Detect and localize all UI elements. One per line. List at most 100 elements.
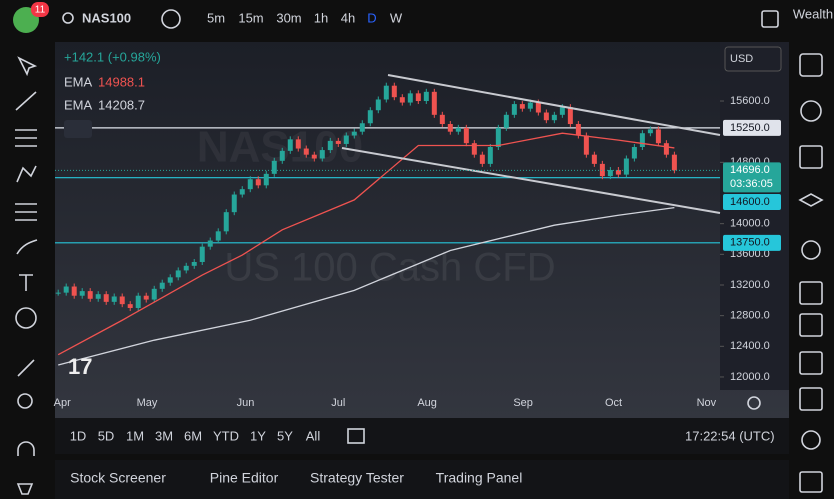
candle bbox=[303, 148, 309, 155]
candle bbox=[463, 127, 469, 144]
interval[interactable]: 4h bbox=[341, 10, 355, 25]
interval[interactable]: 15m bbox=[238, 10, 263, 25]
candle bbox=[359, 123, 365, 132]
range-button[interactable]: 3M bbox=[155, 428, 173, 443]
tv-logo: 17 bbox=[68, 354, 92, 379]
y-tick-label: 13600.0 bbox=[730, 248, 770, 260]
candle bbox=[167, 277, 173, 283]
candle bbox=[279, 150, 285, 161]
level-tag bbox=[723, 194, 781, 210]
candle bbox=[519, 104, 525, 109]
candle bbox=[207, 240, 213, 247]
interval[interactable]: 30m bbox=[276, 10, 301, 25]
candle bbox=[527, 102, 533, 109]
candle bbox=[127, 304, 133, 308]
trend-line[interactable] bbox=[387, 74, 721, 136]
interval[interactable]: W bbox=[390, 10, 403, 25]
candle bbox=[119, 296, 125, 305]
level-label: 15250.0 bbox=[730, 122, 770, 134]
panel-tab[interactable]: Strategy Tester bbox=[310, 470, 404, 486]
interval[interactable]: 1h bbox=[314, 10, 328, 25]
panel-tab[interactable]: Stock Screener bbox=[70, 470, 166, 486]
level-tag bbox=[723, 119, 781, 136]
drawing-tools[interactable] bbox=[15, 56, 38, 495]
candle bbox=[399, 97, 405, 103]
search-icon[interactable] bbox=[62, 12, 74, 24]
currency-select[interactable] bbox=[724, 46, 782, 72]
range-button[interactable]: 1Y bbox=[250, 428, 266, 443]
clock[interactable]: 17:22:54 (UTC) bbox=[685, 428, 775, 443]
candle bbox=[231, 194, 237, 213]
candle bbox=[647, 129, 653, 134]
y-tick-label: 14000.0 bbox=[730, 218, 770, 230]
candle bbox=[343, 135, 349, 144]
interval[interactable]: 5m bbox=[207, 10, 225, 25]
candle bbox=[575, 124, 581, 136]
candle bbox=[151, 288, 157, 300]
ema-value: 14208.7 bbox=[98, 97, 145, 112]
range-button[interactable]: 5D bbox=[98, 428, 115, 443]
candle bbox=[311, 154, 317, 159]
last-price-label: 14696.0 bbox=[730, 164, 770, 176]
x-tick-label: Oct bbox=[605, 397, 622, 409]
add-symbol[interactable] bbox=[161, 9, 181, 29]
panel-tab[interactable]: Pine Editor bbox=[210, 470, 279, 486]
candle bbox=[183, 265, 189, 271]
range-button[interactable]: All bbox=[306, 428, 321, 443]
candle bbox=[63, 286, 69, 293]
candle bbox=[479, 154, 485, 164]
collapse-legend[interactable] bbox=[64, 120, 92, 138]
candle bbox=[607, 170, 613, 177]
candle bbox=[175, 270, 181, 278]
x-tick-label: Jul bbox=[331, 397, 345, 409]
candle bbox=[247, 179, 253, 190]
candle bbox=[655, 129, 661, 144]
candle bbox=[671, 154, 677, 171]
y-tick-label: 13200.0 bbox=[730, 279, 770, 291]
x-tick-label: Sep bbox=[513, 397, 533, 409]
symbol[interactable]: NAS100 bbox=[82, 10, 131, 25]
settings-icon[interactable] bbox=[747, 396, 761, 410]
candle bbox=[159, 282, 165, 289]
candle bbox=[551, 114, 557, 121]
currency[interactable]: USD bbox=[730, 53, 753, 65]
candle bbox=[559, 107, 565, 115]
y-tick-label: 12000.0 bbox=[730, 371, 770, 383]
x-tick-label: Nov bbox=[697, 397, 717, 409]
goto-date[interactable] bbox=[347, 428, 365, 444]
interval[interactable]: D bbox=[367, 10, 376, 25]
y-tick-label: 12400.0 bbox=[730, 340, 770, 352]
trend-line[interactable] bbox=[341, 147, 721, 214]
sidebar-tools[interactable] bbox=[798, 53, 824, 493]
range-button[interactable]: YTD bbox=[213, 428, 239, 443]
candle bbox=[87, 291, 93, 299]
candle bbox=[271, 160, 277, 174]
candle bbox=[415, 93, 421, 102]
watermark-description: US 100 Cash CFD bbox=[224, 246, 555, 290]
candle bbox=[319, 150, 325, 159]
range-button[interactable]: 1D bbox=[70, 428, 87, 443]
x-tick-label: May bbox=[137, 397, 158, 409]
change: +142.1 (+0.98%) bbox=[64, 49, 161, 64]
x-tick-label: Jun bbox=[237, 397, 255, 409]
candle bbox=[591, 154, 597, 164]
range-button[interactable]: 6M bbox=[184, 428, 202, 443]
candle bbox=[423, 91, 429, 102]
candle bbox=[567, 107, 573, 125]
range-button[interactable]: 5Y bbox=[277, 428, 293, 443]
candle bbox=[367, 110, 373, 124]
x-tick-label: Apr bbox=[54, 397, 71, 409]
last-price-tag bbox=[723, 162, 781, 193]
candle bbox=[383, 85, 389, 100]
account[interactable]: Wealth bbox=[793, 6, 833, 21]
candle bbox=[191, 261, 197, 266]
panel-tab[interactable]: Trading Panel bbox=[436, 470, 523, 486]
candle bbox=[223, 212, 229, 232]
fullscreen-icon[interactable] bbox=[761, 10, 779, 28]
ema-line bbox=[57, 132, 675, 356]
range-button[interactable]: 1M bbox=[126, 428, 144, 443]
candle bbox=[495, 127, 501, 148]
candle bbox=[215, 231, 221, 241]
candle bbox=[535, 102, 541, 113]
